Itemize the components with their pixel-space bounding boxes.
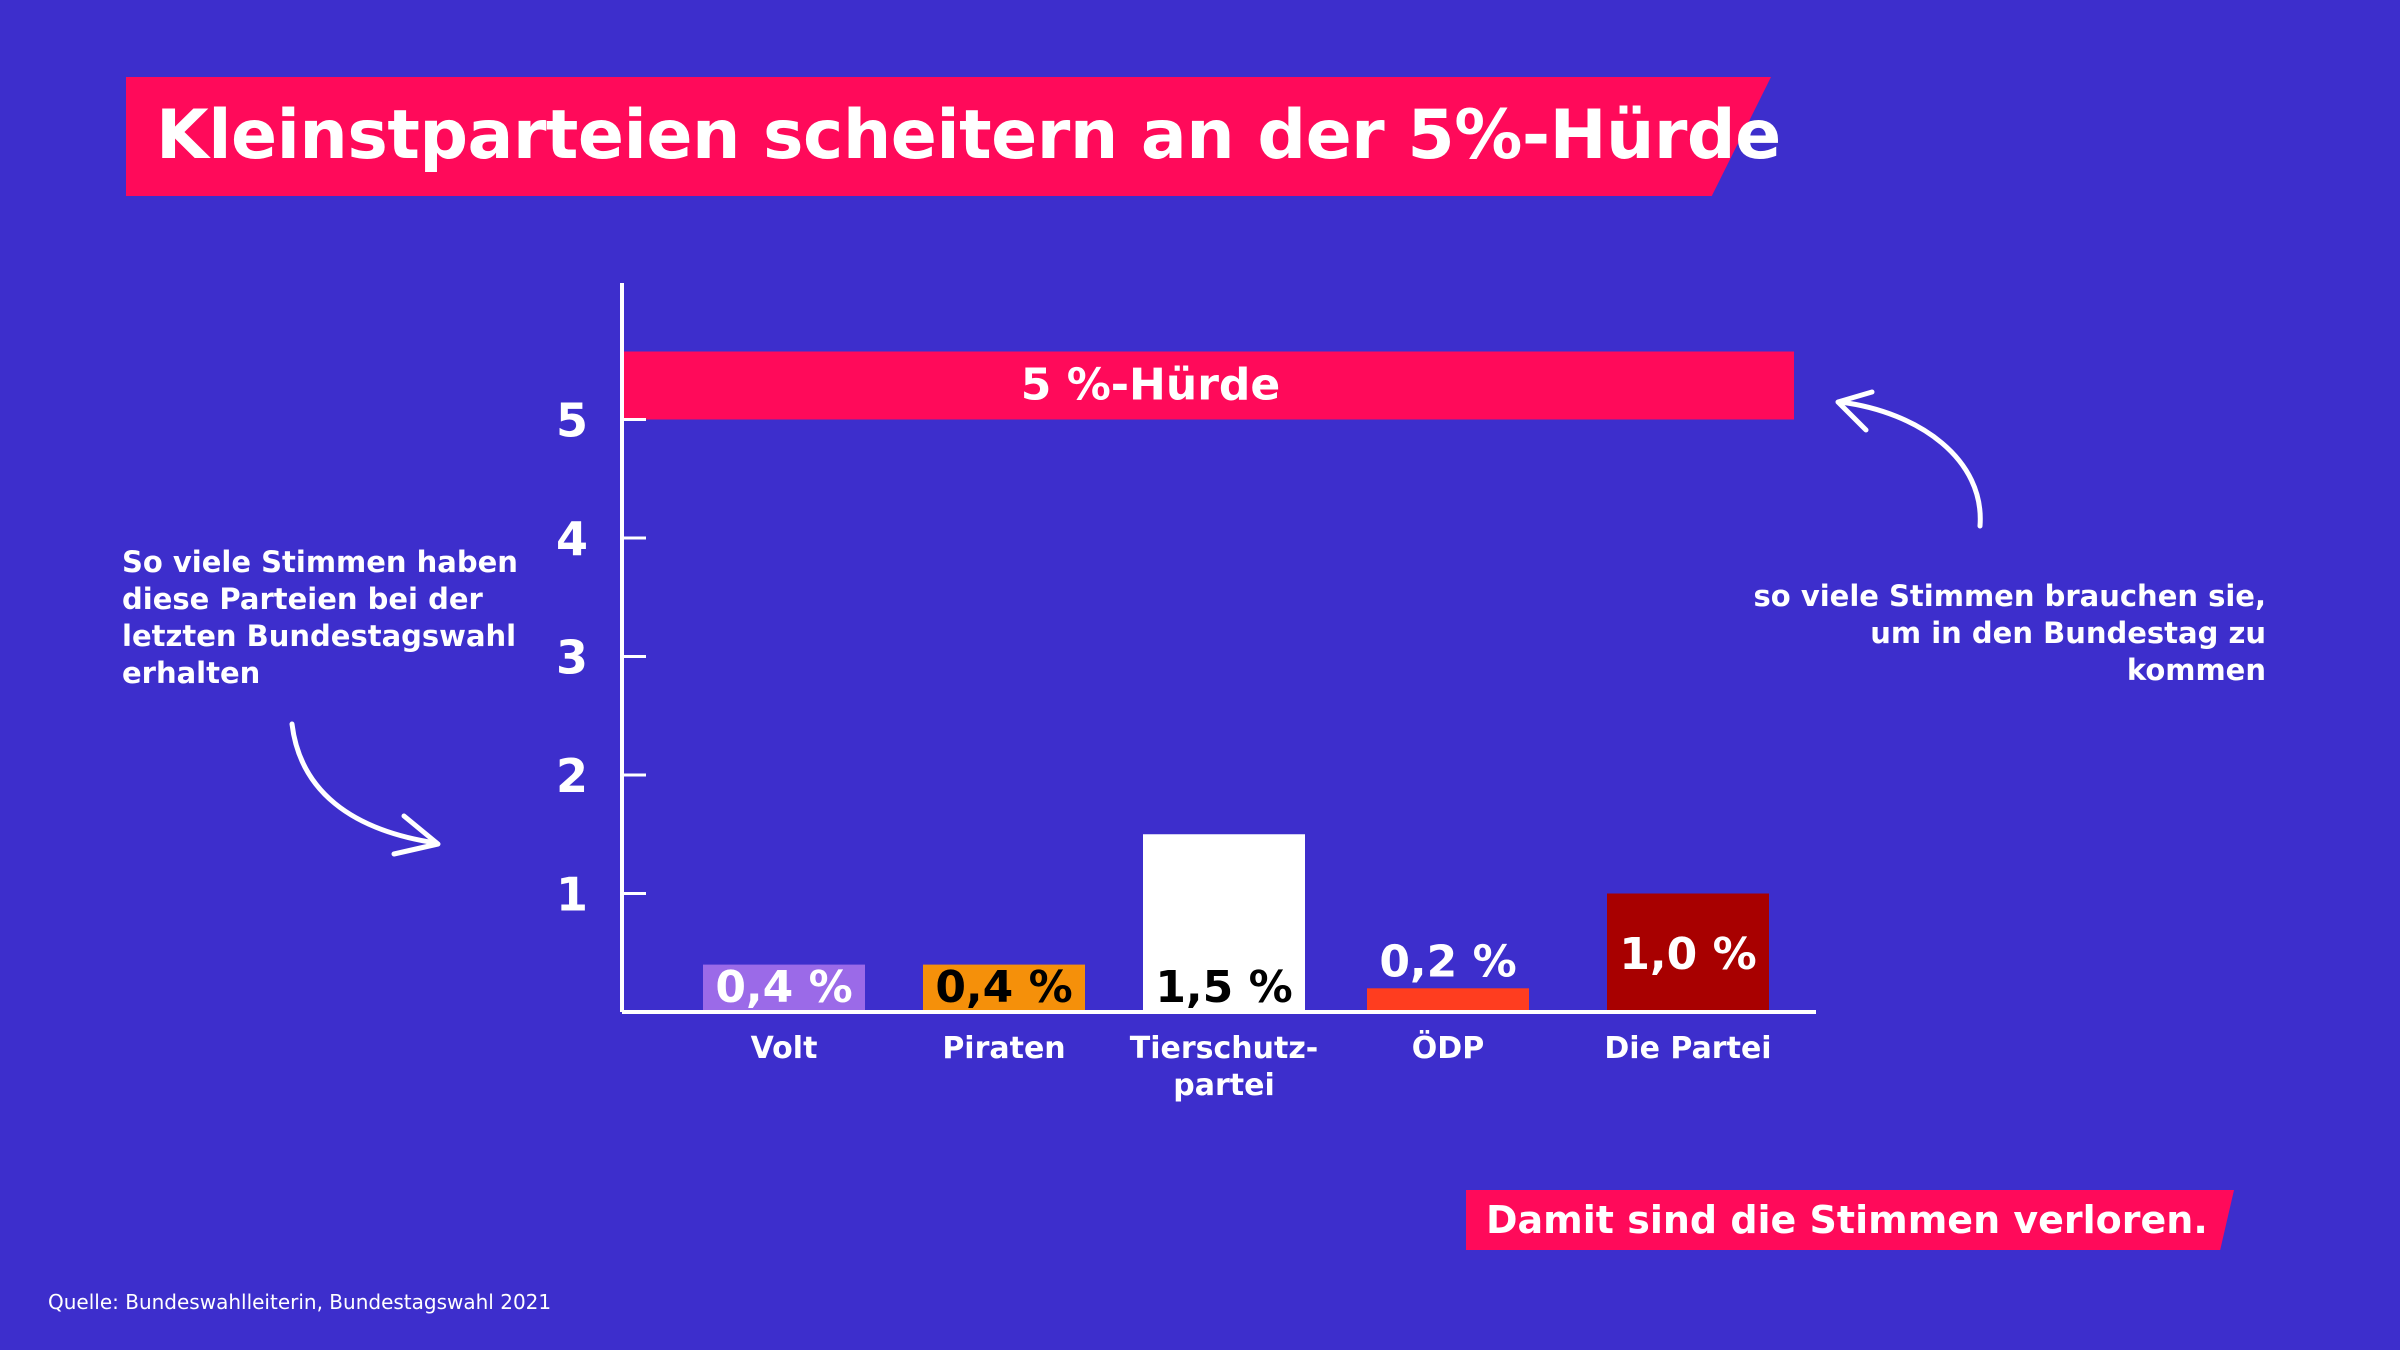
y-tick-label: 4 <box>556 512 588 566</box>
category-label: Tierschutz-partei <box>1130 1031 1319 1103</box>
data-label: 0,2 % <box>1379 936 1516 987</box>
y-tick-label: 1 <box>556 868 588 922</box>
conclusion-text: Damit sind die Stimmen verloren. <box>1486 1198 2208 1242</box>
page-title: Kleinstparteien scheitern an der 5%-Hürd… <box>156 96 1781 175</box>
category-label: Volt <box>751 1031 818 1066</box>
bar <box>1367 988 1529 1010</box>
bar <box>1143 834 1305 1010</box>
threshold-label: 5 %-Hürde <box>1021 360 1280 411</box>
y-tick-label: 2 <box>556 749 588 803</box>
category-label: Die Partei <box>1604 1031 1771 1066</box>
category-label: ÖDP <box>1412 1029 1484 1066</box>
y-tick-label: 3 <box>556 631 588 685</box>
conclusion-banner <box>1466 1190 2234 1250</box>
threshold-band <box>624 351 1794 420</box>
data-label: 0,4 % <box>935 962 1072 1013</box>
title-banner <box>126 77 1771 196</box>
data-label: 1,0 % <box>1619 929 1756 980</box>
annotation-right: so viele Stimmen brauchen sie, um in den… <box>1753 579 2266 687</box>
bar <box>1607 893 1769 1010</box>
data-label: 0,4 % <box>715 962 852 1013</box>
source-note: Quelle: Bundeswahlleiterin, Bundestagswa… <box>48 1290 552 1314</box>
annotation-left: So viele Stimmen haben diese Parteien be… <box>122 545 518 690</box>
bar <box>923 964 1085 1010</box>
bar <box>703 964 865 1010</box>
y-tick-label: 5 <box>556 394 588 448</box>
category-label: Piraten <box>942 1031 1065 1066</box>
data-label: 1,5 % <box>1155 962 1292 1013</box>
